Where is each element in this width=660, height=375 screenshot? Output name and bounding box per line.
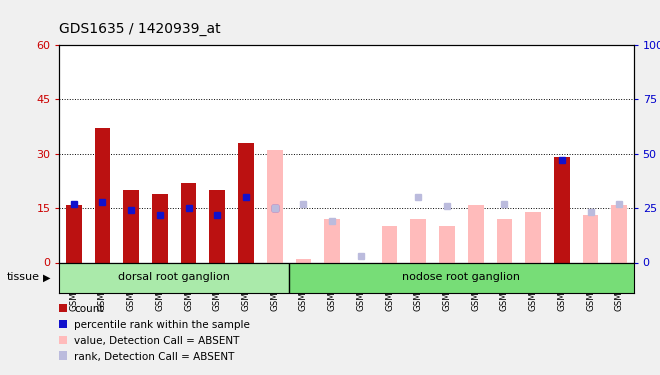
Bar <box>59 262 289 292</box>
Bar <box>468 204 484 262</box>
Bar <box>611 204 627 262</box>
Bar <box>289 262 634 292</box>
Text: tissue: tissue <box>7 273 40 282</box>
Text: GDS1635 / 1420939_at: GDS1635 / 1420939_at <box>59 22 221 36</box>
Bar <box>209 190 225 262</box>
Bar <box>439 226 455 262</box>
Bar <box>296 259 312 262</box>
Text: nodose root ganglion: nodose root ganglion <box>403 273 520 282</box>
Bar <box>324 219 340 262</box>
Bar <box>66 204 82 262</box>
Text: count: count <box>74 304 104 314</box>
Text: rank, Detection Call = ABSENT: rank, Detection Call = ABSENT <box>74 352 234 362</box>
Text: ▶: ▶ <box>43 273 50 282</box>
Bar <box>267 150 282 262</box>
Bar <box>238 143 254 262</box>
Text: percentile rank within the sample: percentile rank within the sample <box>74 320 249 330</box>
Bar <box>123 190 139 262</box>
Text: value, Detection Call = ABSENT: value, Detection Call = ABSENT <box>74 336 240 346</box>
Bar <box>554 158 570 262</box>
Bar <box>411 219 426 262</box>
Bar <box>583 215 599 262</box>
Text: dorsal root ganglion: dorsal root ganglion <box>118 273 230 282</box>
Bar <box>525 212 541 262</box>
Bar <box>94 128 110 262</box>
Bar <box>496 219 512 262</box>
Bar <box>152 194 168 262</box>
Bar <box>181 183 197 262</box>
Bar <box>381 226 397 262</box>
